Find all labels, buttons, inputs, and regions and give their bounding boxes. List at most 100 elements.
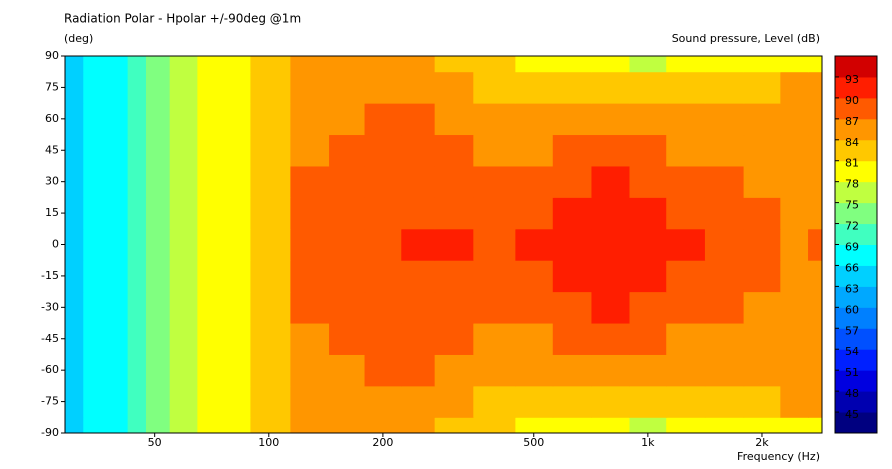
- cell: [329, 165, 366, 198]
- cell: [666, 260, 706, 293]
- cell: [515, 103, 554, 136]
- cell: [552, 165, 592, 198]
- cell: [65, 197, 84, 230]
- y-tick-label: -90: [41, 426, 59, 439]
- cell: [401, 197, 436, 230]
- cell: [401, 103, 436, 136]
- cell: [250, 103, 291, 136]
- cell: [743, 103, 781, 136]
- cell: [127, 56, 147, 73]
- cell: [704, 56, 745, 73]
- cell: [83, 134, 108, 167]
- cell: [221, 197, 251, 230]
- cell: [591, 323, 630, 355]
- cell: [197, 354, 222, 387]
- cell: [364, 354, 402, 387]
- cell: [364, 71, 402, 104]
- cell: [250, 385, 291, 418]
- cell: [666, 228, 706, 261]
- cell: [552, 56, 592, 73]
- cell: [329, 323, 366, 355]
- cell: [743, 165, 781, 198]
- cell: [250, 56, 291, 73]
- cell: [704, 385, 745, 418]
- x-tick-label: 2k: [755, 436, 769, 449]
- cell: [552, 323, 592, 355]
- cell: [401, 354, 436, 387]
- cell: [434, 197, 474, 230]
- cell: [629, 197, 667, 230]
- cell: [780, 103, 809, 136]
- colorbar-tick-label: 75: [845, 199, 859, 212]
- cell: [106, 71, 129, 104]
- cell: [197, 291, 222, 324]
- cell: [169, 354, 198, 387]
- cell: [106, 417, 129, 434]
- colorbar-band: [835, 76, 877, 99]
- cell: [329, 260, 366, 293]
- cell: [146, 260, 171, 293]
- cell: [704, 260, 745, 293]
- cell: [106, 197, 129, 230]
- cell: [780, 228, 809, 261]
- cell: [364, 103, 402, 136]
- cell: [329, 228, 366, 261]
- cell: [329, 354, 366, 387]
- cell: [127, 354, 147, 387]
- cell: [780, 291, 809, 324]
- x-tick-label: 50: [148, 436, 162, 449]
- cell: [83, 165, 108, 198]
- cell: [473, 165, 516, 198]
- cell: [473, 291, 516, 324]
- cell: [329, 385, 366, 418]
- cell: [743, 354, 781, 387]
- colorbar-tick-label: 63: [845, 282, 859, 295]
- cell: [666, 56, 706, 73]
- cell: [364, 260, 402, 293]
- cell: [434, 291, 474, 324]
- cell: [197, 71, 222, 104]
- cell: [666, 134, 706, 167]
- cell: [591, 354, 630, 387]
- cell: [552, 71, 592, 104]
- cell: [127, 323, 147, 355]
- cell: [434, 228, 474, 261]
- cell: [629, 165, 667, 198]
- cell: [473, 385, 516, 418]
- cell: [515, 228, 554, 261]
- cell: [434, 323, 474, 355]
- y-tick-label: 75: [45, 80, 59, 93]
- cell: [127, 103, 147, 136]
- cell: [221, 165, 251, 198]
- y-axis-label: (deg): [64, 32, 93, 45]
- cell: [364, 56, 402, 73]
- cell: [704, 323, 745, 355]
- cell: [221, 103, 251, 136]
- cell: [169, 197, 198, 230]
- cell: [473, 71, 516, 104]
- colorbar-tick-label: 78: [845, 178, 859, 191]
- colorbar-tick-label: 45: [845, 408, 859, 421]
- cell: [106, 323, 129, 355]
- colorbar-band: [835, 202, 877, 225]
- colorbar-band: [835, 97, 877, 120]
- cell: [515, 56, 554, 73]
- cell: [169, 417, 198, 434]
- cell: [629, 56, 667, 73]
- cell: [197, 134, 222, 167]
- colorbar-band: [835, 139, 877, 162]
- cell: [221, 260, 251, 293]
- cell: [808, 385, 823, 418]
- cell: [329, 56, 366, 73]
- cell: [83, 417, 108, 434]
- cell: [197, 228, 222, 261]
- cell: [704, 291, 745, 324]
- cell: [808, 197, 823, 230]
- colorbar-band: [835, 160, 877, 183]
- y-tick-label: 90: [45, 49, 59, 62]
- cell: [401, 71, 436, 104]
- cell: [83, 103, 108, 136]
- cell: [515, 165, 554, 198]
- cell: [552, 134, 592, 167]
